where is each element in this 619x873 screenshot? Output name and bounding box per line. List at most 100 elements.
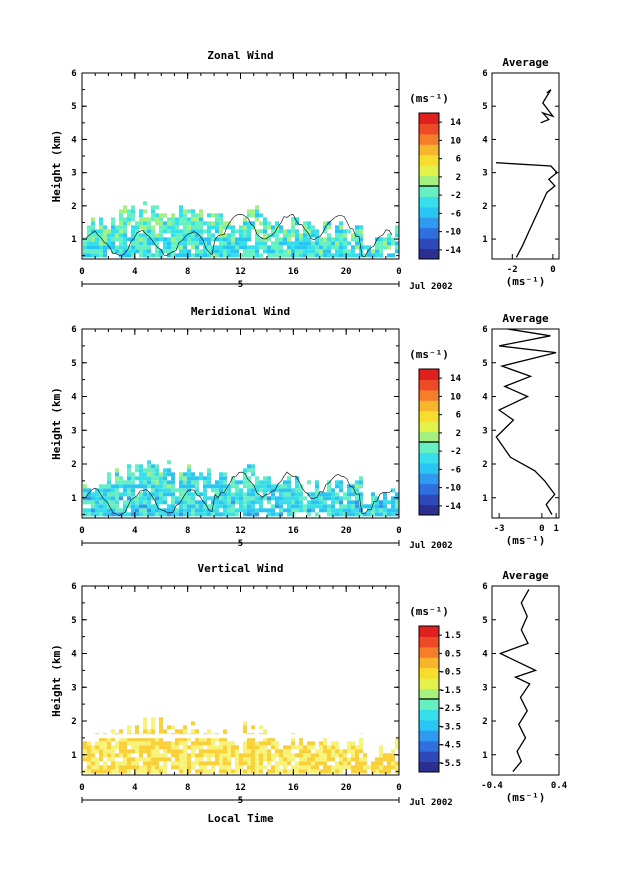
heatmap-cell <box>323 496 327 501</box>
heatmap-cell <box>127 729 131 734</box>
heatmap-cell <box>119 225 123 230</box>
heatmap-cell <box>267 508 271 513</box>
heatmap-cell <box>107 769 111 774</box>
heatmap-cell <box>179 472 183 477</box>
heatmap-cell <box>319 245 323 250</box>
heatmap-cell <box>111 233 115 238</box>
heatmap-cell <box>191 209 195 214</box>
colorbar-tick-label: 14 <box>450 374 461 384</box>
heatmap-cell <box>167 480 171 485</box>
heatmap-cell <box>355 241 359 246</box>
y-tick-label: 6 <box>71 69 76 79</box>
heatmap-cell <box>127 749 131 754</box>
heatmap-cell <box>319 757 323 762</box>
heatmap-cell <box>179 765 183 770</box>
heatmap-cell <box>311 745 315 750</box>
heatmap-cell <box>347 500 351 505</box>
heatmap-cell <box>271 753 275 758</box>
heatmap-cell <box>235 508 239 513</box>
heatmap-cell <box>215 745 219 750</box>
heatmap-cell <box>107 512 111 517</box>
heatmap-cell <box>375 508 379 513</box>
heatmap-cell <box>371 500 375 505</box>
heatmap-cell <box>167 492 171 497</box>
heatmap-cell <box>131 512 135 517</box>
heatmap-cell <box>95 229 99 234</box>
heatmap-cell <box>191 253 195 258</box>
heatmap-cell <box>147 249 151 254</box>
heatmap-cell <box>127 757 131 762</box>
heatmap-cell <box>379 512 383 517</box>
heatmap-cell <box>339 253 343 258</box>
heatmap-cell <box>331 753 335 758</box>
heatmap-cell <box>171 249 175 254</box>
heatmap-cell <box>151 217 155 222</box>
heatmap-cell <box>227 761 231 766</box>
profile-x-tick-label: -2 <box>507 265 518 275</box>
heatmap-cell <box>347 492 351 497</box>
heatmap-cell <box>307 749 311 754</box>
heatmap-cell <box>211 253 215 258</box>
heatmap-cell <box>383 757 387 762</box>
profile-line-upper <box>540 89 555 124</box>
heatmap-cell <box>171 213 175 218</box>
heatmap-cell <box>135 221 139 226</box>
heatmap-cell <box>179 729 183 734</box>
heatmap-cell <box>267 221 271 226</box>
heatmap-cell <box>267 233 271 238</box>
heatmap-cell <box>143 729 147 734</box>
heatmap-cell <box>295 241 299 246</box>
heatmap-cell <box>375 765 379 770</box>
heatmap-cell <box>231 492 235 497</box>
heatmap-cell <box>235 492 239 497</box>
heatmap-cell <box>379 253 383 258</box>
heatmap-cell <box>155 241 159 246</box>
heatmap-cell <box>391 761 395 766</box>
heatmap-cell <box>203 253 207 258</box>
heatmap-cell <box>159 729 163 734</box>
heatmap-cell <box>199 221 203 226</box>
heatmap-cell <box>159 229 163 234</box>
heatmap-cell <box>251 496 255 501</box>
heatmap-cell <box>175 729 179 734</box>
heatmap-cell <box>199 492 203 497</box>
heatmap-cell <box>287 484 291 489</box>
heatmap-cell <box>355 508 359 513</box>
heatmap-cell <box>131 749 135 754</box>
heatmap-cell <box>307 480 311 485</box>
heatmap-cell <box>167 221 171 226</box>
heatmap-cell <box>359 737 363 742</box>
heatmap-cell <box>223 476 227 481</box>
heatmap-cell <box>307 508 311 513</box>
heatmap-cell <box>307 745 311 750</box>
heatmap-cell <box>111 488 115 493</box>
colorbar-unit: (ms⁻¹) <box>409 348 449 361</box>
heatmap-cell <box>135 500 139 505</box>
heatmap-cell <box>243 753 247 758</box>
heatmap-cell <box>363 512 367 517</box>
heatmap-cell <box>243 741 247 746</box>
heatmap-cell <box>95 745 99 750</box>
heatmap-cell <box>179 504 183 509</box>
colorbar-unit: (ms⁻¹) <box>409 92 449 105</box>
heatmap-cell <box>147 757 151 762</box>
heatmap-cell <box>175 757 179 762</box>
heatmap-cell <box>259 725 263 730</box>
heatmap-cell <box>207 484 211 489</box>
profile-line <box>496 162 558 258</box>
heatmap-cell <box>115 225 119 230</box>
heatmap-cell <box>259 765 263 770</box>
heatmap-cell <box>211 484 215 489</box>
heatmap-cell <box>335 233 339 238</box>
heatmap-cell <box>319 500 323 505</box>
heatmap-cell <box>151 512 155 517</box>
heatmap-cell <box>83 496 87 501</box>
heatmap-cell <box>207 749 211 754</box>
heatmap-cell <box>243 480 247 485</box>
heatmap-cell <box>223 488 227 493</box>
heatmap-cell <box>315 757 319 762</box>
heatmap-cell <box>155 217 159 222</box>
heatmap-cell <box>183 496 187 501</box>
heatmap-cell <box>259 504 263 509</box>
heatmap-cell <box>131 229 135 234</box>
